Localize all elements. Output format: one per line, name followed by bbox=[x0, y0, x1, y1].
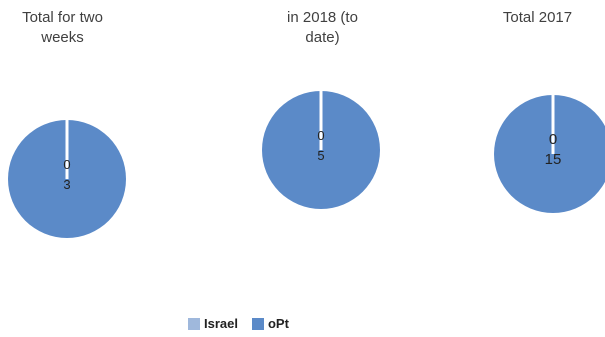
legend-swatch-opt bbox=[251, 317, 264, 330]
chart-title-2018: in 2018 (to date) bbox=[287, 9, 358, 46]
legend-label-israel: Israel bbox=[204, 316, 238, 331]
legend-item-opt: oPt bbox=[251, 316, 289, 331]
data-label-israel-1: 0 bbox=[317, 128, 324, 143]
data-label-opt-1: 5 bbox=[317, 148, 324, 163]
chart-title-two-weeks: Total for two weeks bbox=[22, 9, 103, 46]
pie-slice-opt-2 bbox=[494, 95, 605, 213]
data-label-israel-2: 0 bbox=[549, 131, 557, 148]
legend-swatch-israel bbox=[188, 317, 200, 330]
data-label-opt-2: 15 bbox=[545, 151, 562, 168]
legend-item-israel: Israel bbox=[188, 316, 238, 331]
data-label-opt-0: 3 bbox=[63, 177, 70, 192]
legend-label-opt: oPt bbox=[267, 316, 289, 331]
data-label-israel-0: 0 bbox=[63, 157, 70, 172]
chart-title-2017: Total 2017 bbox=[502, 9, 573, 26]
legend: Israel oPt bbox=[188, 316, 297, 331]
